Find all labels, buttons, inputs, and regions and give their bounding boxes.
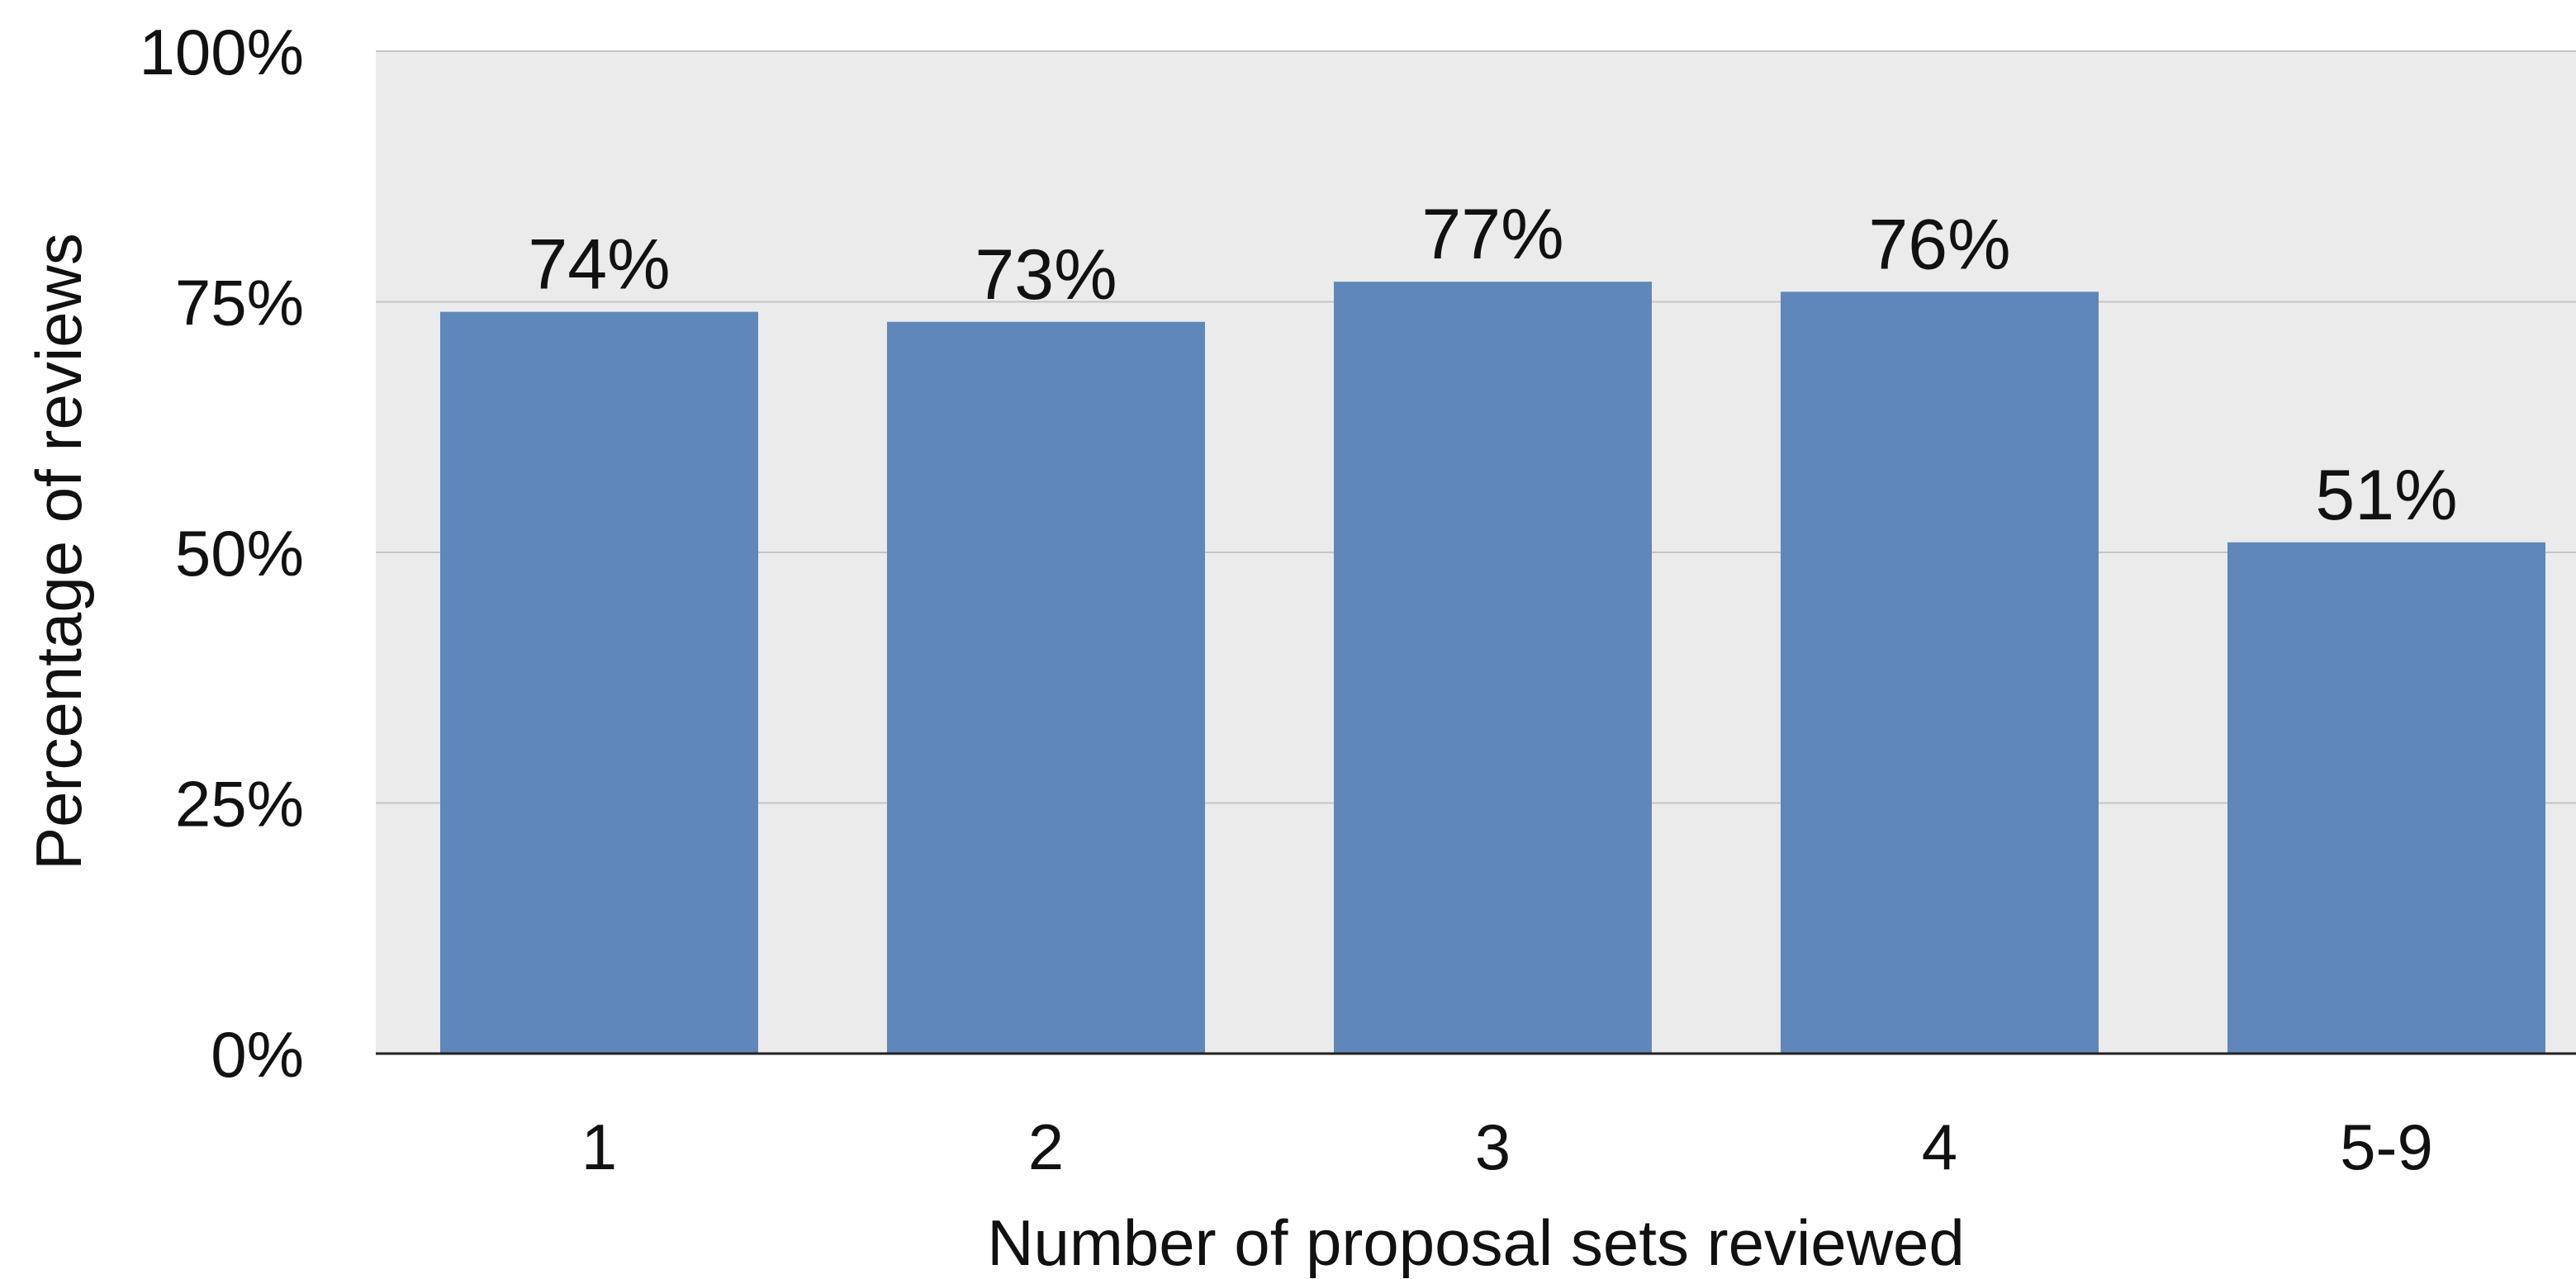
y-tick-labels: 0% 25% 50% 75% 100%: [140, 16, 305, 1091]
x-axis-title: Number of proposal sets reviewed: [987, 1206, 1965, 1279]
bar: [2227, 542, 2545, 1054]
x-tick-labels: 1 2 3 4 5-9: [581, 1111, 2433, 1183]
y-axis-title: Percentage of reviews: [22, 233, 95, 870]
data-label: 77%: [1421, 195, 1563, 274]
x-tick-label: 4: [1922, 1111, 1957, 1183]
data-label: 73%: [975, 235, 1117, 315]
bar: [1781, 291, 2099, 1054]
bar: [440, 311, 758, 1054]
y-tick-label: 100%: [140, 16, 305, 88]
y-tick-label: 50%: [175, 517, 304, 590]
data-label: 51%: [2315, 456, 2457, 535]
bar: [887, 321, 1205, 1054]
x-tick-label: 3: [1475, 1111, 1511, 1183]
x-tick-label: 2: [1028, 1111, 1064, 1183]
y-tick-label: 75%: [175, 267, 304, 339]
data-label: 76%: [1868, 205, 2010, 284]
x-tick-label: 5-9: [2340, 1111, 2433, 1183]
data-label: 74%: [528, 225, 670, 305]
bars: [440, 282, 2545, 1054]
bar: [1334, 282, 1652, 1054]
y-tick-label: 0%: [211, 1018, 304, 1091]
data-labels: 74% 73% 77% 76% 51%: [528, 195, 2457, 535]
y-tick-label: 25%: [175, 768, 304, 841]
x-tick-label: 1: [581, 1111, 617, 1183]
